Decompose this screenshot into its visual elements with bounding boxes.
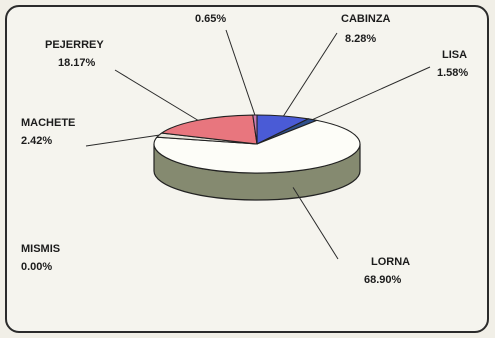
leader-cabinza xyxy=(283,32,338,117)
leader-lorna xyxy=(292,187,339,260)
label-pejerrey-name: PEJERREY xyxy=(45,39,104,51)
pie-top xyxy=(153,114,361,174)
leader-lisa xyxy=(312,66,431,121)
label-lisa-name: LISA xyxy=(442,49,467,61)
leader-lines xyxy=(85,29,431,260)
label-machete-name: MACHETE xyxy=(21,117,75,129)
label-cabinza-name: CABINZA xyxy=(341,13,391,25)
label-lisa-value: 1.58% xyxy=(437,67,468,79)
leader-unnamed xyxy=(225,29,256,116)
slice-lorna xyxy=(153,119,361,174)
leader-pejerrey xyxy=(114,69,199,121)
label-unnamed-value: 0.65% xyxy=(195,13,226,25)
label-lorna-value: 68.90% xyxy=(364,274,402,286)
slice-pejerrey xyxy=(160,114,258,145)
label-mismis-name: MISMIS xyxy=(21,243,60,255)
label-cabinza-value: 8.28% xyxy=(345,33,376,45)
label-lorna-name: LORNA xyxy=(371,256,410,268)
label-machete-value: 2.42% xyxy=(21,135,52,147)
slice-labels: 0.65% CABINZA 8.28% LISA 1.58% PEJERREY … xyxy=(21,13,468,286)
label-pejerrey-value: 18.17% xyxy=(58,57,96,69)
leader-machete xyxy=(85,134,160,147)
label-mismis-value: 0.00% xyxy=(21,261,52,273)
